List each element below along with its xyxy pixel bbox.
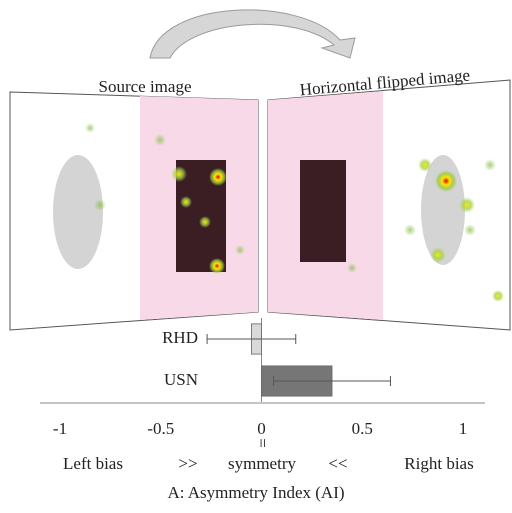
- x-tick-label: 1: [459, 419, 468, 438]
- y-tick-label: RHD: [162, 328, 198, 347]
- annotation: Left bias: [63, 454, 123, 473]
- x-tick-label: 0.5: [352, 419, 373, 438]
- annotation: >>: [178, 454, 197, 473]
- x-tick-label: -0.5: [147, 419, 174, 438]
- panel-label: Source image: [99, 77, 192, 96]
- equal-sign: =: [253, 438, 272, 448]
- figure: Source image Horizontal flipped image A:…: [0, 0, 512, 513]
- chart-title: A: Asymmetry Index (AI): [167, 483, 344, 502]
- source-panel: Source image: [10, 77, 258, 330]
- flip-arrow: [150, 10, 355, 58]
- x-tick-label: 0: [257, 419, 266, 438]
- annotation: Right bias: [404, 454, 473, 473]
- flipped-panel: Horizontal flipped image: [268, 66, 510, 330]
- x-tick-label: -1: [53, 419, 67, 438]
- page: Source image Horizontal flipped image A:…: [0, 0, 512, 513]
- y-tick-label: USN: [164, 370, 198, 389]
- annotation: symmetry: [228, 454, 296, 473]
- annotation: <<: [328, 454, 347, 473]
